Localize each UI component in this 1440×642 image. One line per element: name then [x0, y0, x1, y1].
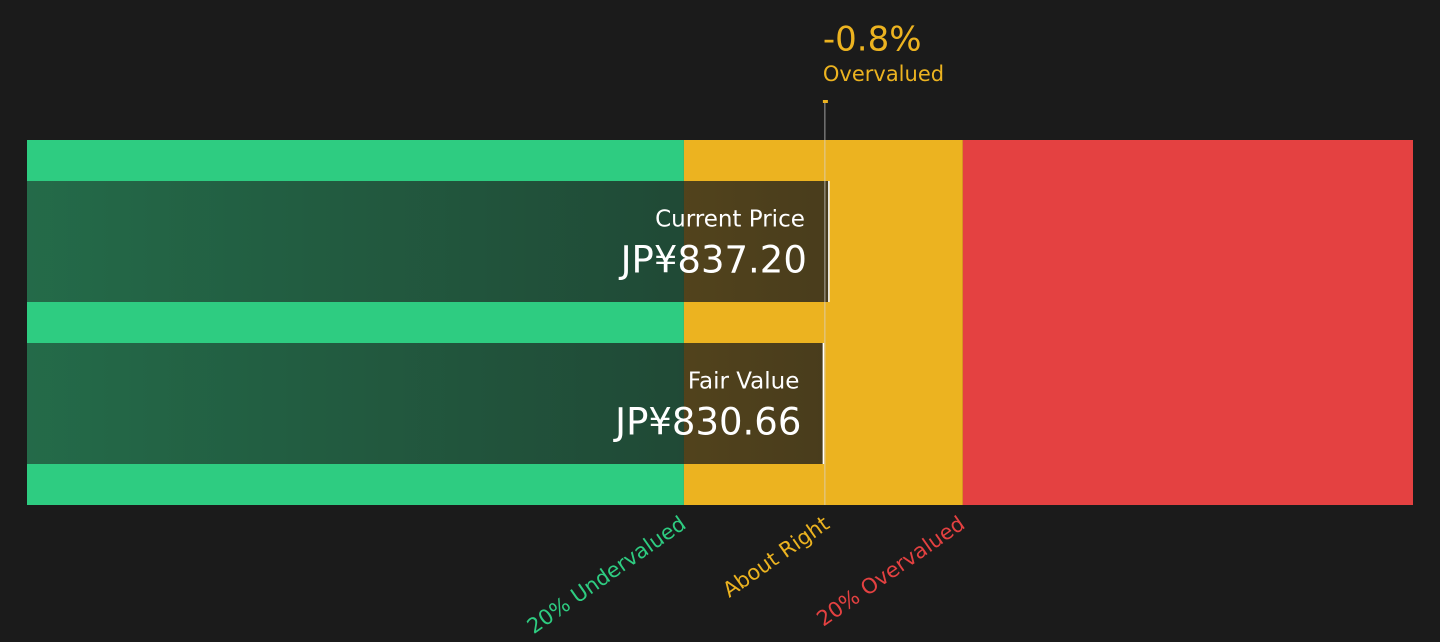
bar-name: Fair Value — [688, 369, 800, 395]
zone-label: 20% Undervalued — [523, 511, 690, 638]
zone-label: 20% Overvalued — [812, 511, 969, 631]
bar-name: Current Price — [655, 207, 805, 233]
bar-value: JP¥830.66 — [613, 401, 801, 444]
zone-label: About Right — [718, 511, 833, 602]
bar-value: JP¥837.20 — [619, 239, 807, 282]
value-bar — [27, 181, 829, 302]
zone — [962, 140, 1413, 505]
annotation-value: -0.8% — [823, 20, 922, 60]
marker-cap — [822, 100, 828, 103]
annotation-text: Overvalued — [823, 62, 944, 86]
value-bar — [27, 343, 824, 464]
